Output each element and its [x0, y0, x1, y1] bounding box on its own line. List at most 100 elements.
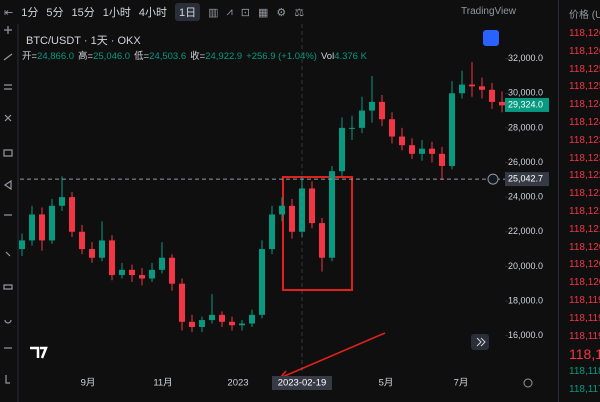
candle-body — [419, 148, 425, 154]
candle-body — [409, 145, 415, 154]
y-tick-label: 28,000.0 — [508, 122, 543, 132]
order-book-price: 118,126 — [569, 45, 600, 57]
candle-body — [469, 84, 475, 87]
candle-body — [489, 89, 495, 102]
tool-icon[interactable]: ⚖ — [294, 6, 305, 19]
candle-body — [239, 323, 245, 326]
order-book-price: 118,123 — [569, 152, 600, 164]
order-book-price: 118,122 — [569, 188, 600, 200]
highlight-box — [282, 176, 353, 291]
candle-body — [269, 214, 275, 250]
tool-icon[interactable]: ▥ — [208, 6, 219, 19]
x-tick-label: 9月 — [81, 378, 96, 389]
order-book-price: 118,1 — [569, 346, 600, 363]
order-book-price: 118,121 — [569, 223, 600, 235]
y-tick-label: 26,000.0 — [508, 157, 543, 167]
order-book-header: 价格 (USD — [569, 10, 600, 21]
scroll-button[interactable] — [471, 334, 489, 350]
candle-body — [389, 119, 395, 137]
candle-body — [279, 205, 285, 215]
candle-body — [499, 101, 505, 106]
candle-body — [369, 101, 375, 111]
scroll-icon — [476, 337, 486, 347]
sidebar-icons — [3, 26, 13, 384]
crosshair-x-label: 2023-02-19 — [278, 378, 327, 389]
candle-body — [339, 127, 345, 172]
candle-body — [189, 321, 195, 327]
candle-body — [329, 171, 335, 258]
order-book-price: 118,124 — [569, 116, 600, 128]
ohlc-value: 25,046.0 — [93, 51, 131, 62]
candle-body — [449, 93, 455, 166]
order-book-price: 118,125 — [569, 81, 600, 93]
settings-icon[interactable] — [523, 378, 533, 388]
toolbar: ⇤ 1分 5分 15分 1小时 4小时 1日 ▥ ⩘ ⊡ ▦ ⚙ ⚖ — [0, 0, 556, 24]
chart: 16,000.0 18,000.0 20,000.0 22,000.0 24,000.0… — [3, 24, 549, 402]
order-book-price: 118,120 — [569, 259, 600, 271]
interval-button[interactable]: 15分 — [71, 7, 95, 19]
candle-body — [39, 214, 45, 241]
order-book-price: 118,119 — [569, 312, 600, 324]
x-tick-label: 5月 — [379, 378, 394, 389]
last-price-box — [505, 97, 549, 112]
ohlc-legend: 开=24,866.0 高=25,046.0 低=24,503.6 收=24,922.9… — [22, 48, 367, 62]
screenshot-button[interactable] — [483, 30, 499, 46]
vol-value: 4.376 K — [334, 51, 367, 62]
tool-icon[interactable]: ⩘ — [226, 5, 233, 18]
order-book-price: 118,118 — [569, 366, 600, 378]
order-book-price: 118,117 — [569, 384, 600, 396]
interval-button[interactable]: 4小时 — [138, 7, 167, 19]
interval-button[interactable]: 1小时 — [102, 7, 131, 19]
candle-body — [49, 205, 55, 241]
tool-icon[interactable]: ⊡ — [240, 6, 250, 19]
crosshair-y-box — [505, 172, 549, 187]
tool-icon[interactable]: ▦ — [257, 6, 269, 19]
ohlc-value: 24,922.9 — [205, 51, 243, 62]
x-tick-label: 7月 — [454, 378, 469, 389]
menu-icon[interactable]: ⇤ — [4, 6, 14, 19]
order-book-price: 118,121 — [569, 205, 600, 217]
order-book: 价格 (USD 118,126118,126118,125118,125118,… — [558, 0, 600, 402]
ohlc-value: 24,866.0 — [37, 51, 75, 62]
tv-logo — [30, 346, 48, 359]
tool-icon[interactable]: ⚙ — [276, 6, 287, 19]
candle-body — [119, 269, 125, 276]
order-book-price: 118,125 — [569, 63, 600, 75]
interval-button[interactable]: 1日 — [174, 3, 201, 21]
vol-label: Vol — [320, 51, 335, 62]
candle-body — [429, 148, 435, 154]
candle-body — [19, 240, 25, 250]
interval-button[interactable]: 5分 — [46, 7, 64, 19]
order-book-price: 118,122 — [569, 170, 600, 182]
candle-body — [59, 197, 65, 206]
candle-body — [459, 84, 465, 94]
candle-body — [229, 321, 235, 326]
candle-body — [379, 101, 385, 120]
candle-body — [129, 269, 135, 276]
candle-body — [199, 320, 205, 327]
candle-body — [69, 197, 75, 232]
candle-body — [149, 269, 155, 279]
ohlc-label: 低= — [134, 51, 150, 62]
candle-body — [159, 257, 165, 270]
candle-body — [299, 188, 305, 232]
y-tick-label: 22,000.0 — [508, 226, 543, 236]
order-book-price: 118,124 — [569, 99, 600, 111]
symbol-title: BTC/USDT · 1天 · OKX — [26, 35, 141, 47]
candle-body — [99, 240, 105, 258]
order-book-price: 118,119 — [569, 294, 600, 306]
candle-body — [349, 127, 355, 129]
candle-body — [289, 205, 295, 232]
candle-body — [359, 110, 365, 128]
crosshair-plus — [487, 173, 499, 185]
candle-body — [169, 257, 175, 284]
x-tick-label: 2023 — [227, 378, 248, 389]
interval-button[interactable]: 1分 — [21, 7, 39, 19]
y-tick-label: 16,000.0 — [508, 330, 543, 340]
ohlc-label: 收= — [190, 51, 206, 62]
y-tick-label: 20,000.0 — [508, 261, 543, 271]
candle-body — [309, 188, 315, 224]
y-tick-label: 18,000.0 — [508, 295, 543, 305]
crosshair-x-box — [272, 376, 332, 390]
candle-body — [259, 249, 265, 315]
